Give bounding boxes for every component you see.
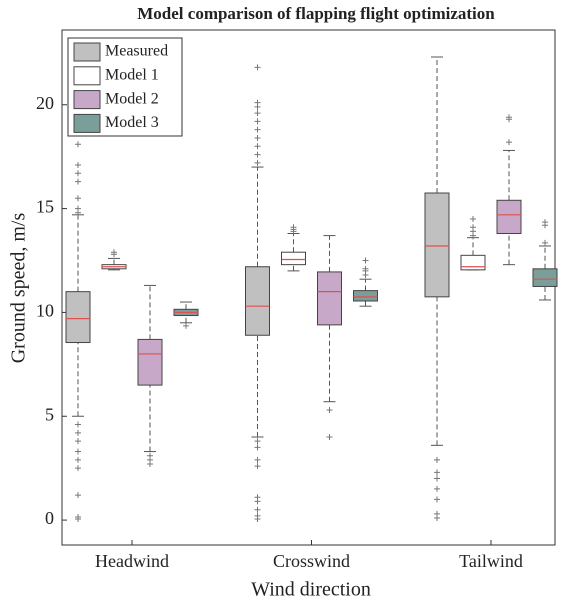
outlier <box>254 444 261 451</box>
chart-title: Model comparison of flapping flight opti… <box>137 4 495 23</box>
outlier <box>75 161 81 168</box>
outlier <box>254 506 261 513</box>
outlier <box>542 219 548 226</box>
plot-frame <box>61 29 556 546</box>
outlier <box>147 461 153 468</box>
legend-label: Model 1 <box>105 66 159 83</box>
outlier <box>254 463 261 470</box>
outlier <box>254 438 261 445</box>
outlier <box>326 434 333 441</box>
outlier <box>326 407 333 414</box>
outlier <box>75 178 81 185</box>
outlier <box>254 143 261 150</box>
box <box>245 266 270 336</box>
box <box>532 268 558 287</box>
outlier <box>254 126 261 133</box>
outlier <box>75 438 81 445</box>
y-tick-label: 5 <box>45 404 54 424</box>
outlier <box>254 99 261 106</box>
outlier <box>434 469 440 476</box>
x-tick-label: Headwind <box>95 551 169 571</box>
outlier <box>183 322 189 329</box>
legend-swatch <box>73 90 101 110</box>
x-tick-label: Tailwind <box>459 551 523 571</box>
outlier <box>506 114 512 121</box>
outlier <box>254 456 261 463</box>
x-tick-label: Crosswind <box>273 551 350 571</box>
outlier <box>254 64 261 71</box>
legend-label: Measured <box>105 43 168 60</box>
outlier <box>75 195 81 202</box>
outlier <box>254 110 261 117</box>
y-axis-label: Ground speed, m/s <box>8 213 30 364</box>
box <box>353 290 378 302</box>
outlier <box>75 170 81 177</box>
outlier <box>75 205 81 212</box>
legend-label: Model 2 <box>105 90 159 107</box>
legend-swatch <box>73 66 101 86</box>
outlier <box>434 475 440 482</box>
outlier <box>362 257 369 264</box>
y-tick-label: 10 <box>36 301 54 321</box>
box <box>281 251 306 266</box>
outlier <box>254 118 261 125</box>
outlier <box>75 465 81 472</box>
outlier <box>75 492 81 499</box>
outlier <box>254 516 261 523</box>
box <box>317 271 342 326</box>
outlier <box>75 429 81 436</box>
y-tick-label: 20 <box>36 93 54 113</box>
box <box>65 291 91 344</box>
box <box>496 199 522 235</box>
outlier <box>111 249 117 256</box>
outlier <box>470 224 476 231</box>
legend-swatch <box>73 42 101 62</box>
box <box>460 254 486 271</box>
x-axis-label: Wind direction <box>251 579 371 601</box>
outlier <box>254 498 261 505</box>
outlier <box>75 448 81 455</box>
legend-swatch <box>73 113 101 133</box>
y-tick-label: 15 <box>36 197 54 217</box>
outlier <box>362 265 369 272</box>
outlier <box>254 151 261 158</box>
box <box>424 192 450 298</box>
box <box>137 338 163 386</box>
outlier <box>75 141 81 148</box>
outlier <box>434 515 440 522</box>
outlier <box>254 159 261 166</box>
outlier <box>434 456 440 463</box>
legend-label: Model 3 <box>105 114 159 131</box>
y-tick-label: 0 <box>45 508 54 528</box>
outlier <box>434 496 440 503</box>
outlier <box>75 516 81 523</box>
outlier <box>254 134 261 141</box>
outlier <box>542 239 548 246</box>
outlier <box>506 139 512 146</box>
outlier <box>290 224 297 231</box>
outlier <box>75 456 81 463</box>
outlier <box>470 215 476 222</box>
outlier <box>434 485 440 492</box>
outlier <box>75 421 81 428</box>
